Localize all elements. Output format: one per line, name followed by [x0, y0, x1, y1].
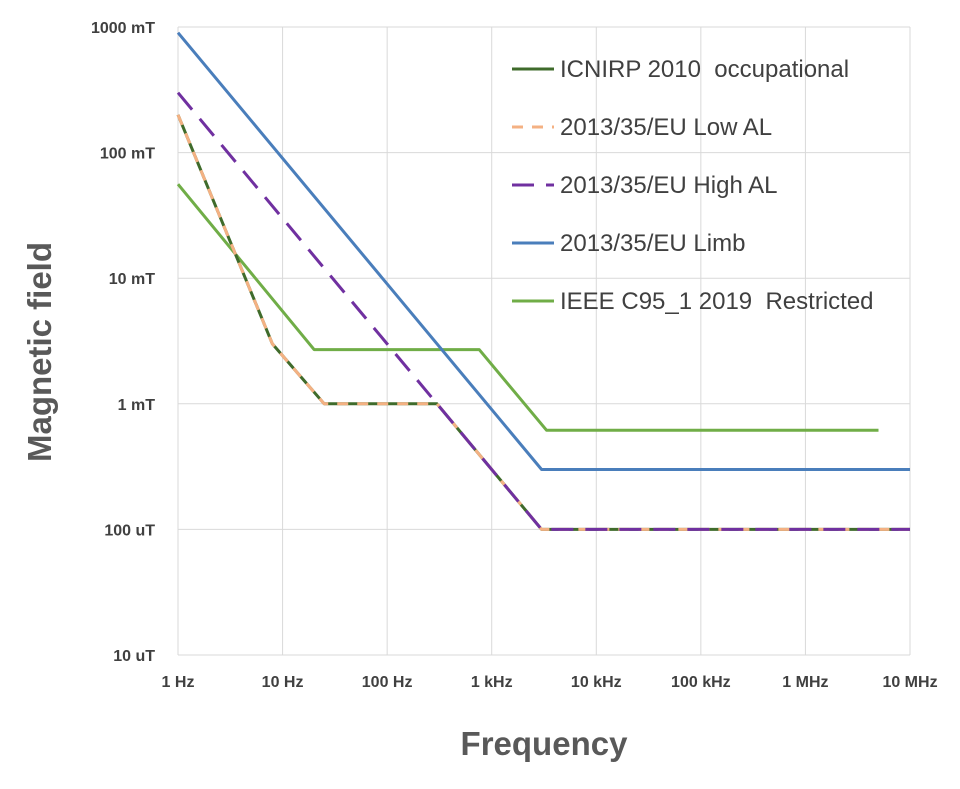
series-line-1	[176, 31, 910, 471]
legend-entry: 2013/35/EU Limb	[560, 230, 745, 257]
y-tick-label: 1 mT	[118, 397, 156, 414]
series-line-0	[176, 183, 879, 432]
x-tick-label: 10 kHz	[571, 674, 622, 691]
legend-entry: 2013/35/EU High AL	[560, 172, 778, 199]
x-tick-label: 100 kHz	[671, 674, 731, 691]
legend: ICNIRP 2010 occupational 2013/35/EU Low A…	[512, 56, 874, 315]
legend-entry: 2013/35/EU Low AL	[560, 114, 772, 141]
x-tick-label: 10 MHz	[882, 674, 937, 691]
legend-entry: IEEE C95_1 2019 Restricted	[560, 288, 874, 315]
series-lines	[176, 31, 910, 531]
legend-entry: ICNIRP 2010 occupational	[560, 56, 849, 83]
series-line-2	[176, 114, 910, 531]
y-tick-labels: 10 uT 100 uT 1 mT 10 mT 100 mT 1000 mT	[91, 20, 155, 665]
series-line-4	[176, 91, 910, 531]
y-tick-label: 10 mT	[109, 271, 155, 288]
series-line-3	[176, 114, 910, 531]
x-tick-label: 1 Hz	[162, 674, 195, 691]
x-tick-label: 1 kHz	[471, 674, 513, 691]
x-axis-title: Frequency	[461, 725, 629, 762]
y-tick-label: 10 uT	[113, 648, 155, 665]
x-tick-label: 100 Hz	[362, 674, 413, 691]
y-tick-label: 1000 mT	[91, 20, 155, 37]
y-tick-label: 100 mT	[100, 146, 155, 163]
x-tick-label: 1 MHz	[782, 674, 828, 691]
x-tick-label: 10 Hz	[262, 674, 304, 691]
grid-lines	[177, 26, 911, 656]
y-tick-label: 100 uT	[104, 522, 155, 539]
y-axis-title: Magnetic field	[21, 242, 58, 462]
x-tick-labels: 1 Hz 10 Hz 100 Hz 1 kHz 10 kHz 100 kHz 1 MHz 10…	[162, 674, 938, 691]
